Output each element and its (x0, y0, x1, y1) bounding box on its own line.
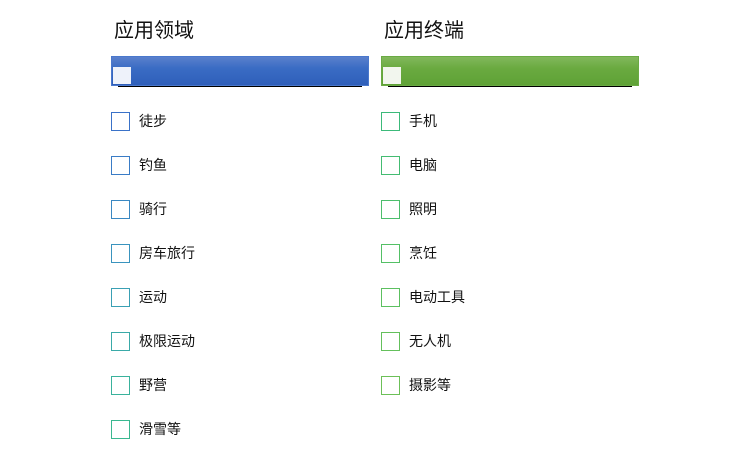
checkbox-label: 运动 (139, 290, 167, 306)
checkbox-label: 骑行 (139, 202, 167, 218)
header-bar (381, 56, 639, 87)
checkbox[interactable] (381, 331, 400, 351)
checkbox[interactable] (111, 199, 130, 219)
checkbox-item[interactable]: 摄影等 (381, 375, 451, 395)
checkbox-item[interactable]: 无人机 (381, 331, 451, 351)
checkbox[interactable] (111, 375, 130, 395)
checkbox-item[interactable]: 电动工具 (381, 287, 465, 307)
checkbox-label: 摄影等 (409, 378, 451, 394)
checkbox-label: 徒步 (139, 114, 167, 130)
bar-square (113, 67, 131, 84)
checkbox-item[interactable]: 野营 (111, 375, 167, 395)
checkbox[interactable] (381, 111, 400, 131)
checkbox-item[interactable]: 房车旅行 (111, 243, 195, 263)
checkbox-item[interactable]: 照明 (381, 199, 437, 219)
checkbox[interactable] (111, 331, 130, 351)
checkbox[interactable] (111, 155, 130, 175)
checkbox-item[interactable]: 徒步 (111, 111, 167, 131)
checkbox-label: 手机 (409, 114, 437, 130)
checkbox-label: 房车旅行 (139, 246, 195, 262)
checkbox-label: 电脑 (409, 158, 437, 174)
checkbox[interactable] (111, 287, 130, 307)
checkbox-label: 电动工具 (409, 290, 465, 306)
checkbox-item[interactable]: 电脑 (381, 155, 437, 175)
checkbox[interactable] (111, 111, 130, 131)
checkbox-label: 烹饪 (409, 246, 437, 262)
checkbox-label: 照明 (409, 202, 437, 218)
checkbox-item[interactable]: 手机 (381, 111, 437, 131)
checkbox[interactable] (381, 199, 400, 219)
checkbox-label: 极限运动 (139, 334, 195, 350)
checkbox-item[interactable]: 极限运动 (111, 331, 195, 351)
column-title: 应用领域 (114, 18, 194, 42)
bar-underline (118, 86, 362, 87)
column-title: 应用终端 (384, 18, 464, 42)
checkbox[interactable] (381, 287, 400, 307)
checkbox-label: 野营 (139, 378, 167, 394)
checkbox-item[interactable]: 运动 (111, 287, 167, 307)
bar-square (383, 67, 401, 84)
checkbox-label: 滑雪等 (139, 422, 181, 438)
checkbox[interactable] (111, 243, 130, 263)
checkbox-item[interactable]: 骑行 (111, 199, 167, 219)
checkbox-item[interactable]: 烹饪 (381, 243, 437, 263)
header-bar (111, 56, 369, 87)
checkbox-label: 无人机 (409, 334, 451, 350)
bar-underline (388, 86, 632, 87)
checkbox-item[interactable]: 钓鱼 (111, 155, 167, 175)
checkbox-item[interactable]: 滑雪等 (111, 419, 181, 439)
checkbox[interactable] (381, 375, 400, 395)
checkbox[interactable] (381, 155, 400, 175)
checkbox-label: 钓鱼 (139, 158, 167, 174)
checkbox[interactable] (111, 419, 130, 439)
checkbox[interactable] (381, 243, 400, 263)
